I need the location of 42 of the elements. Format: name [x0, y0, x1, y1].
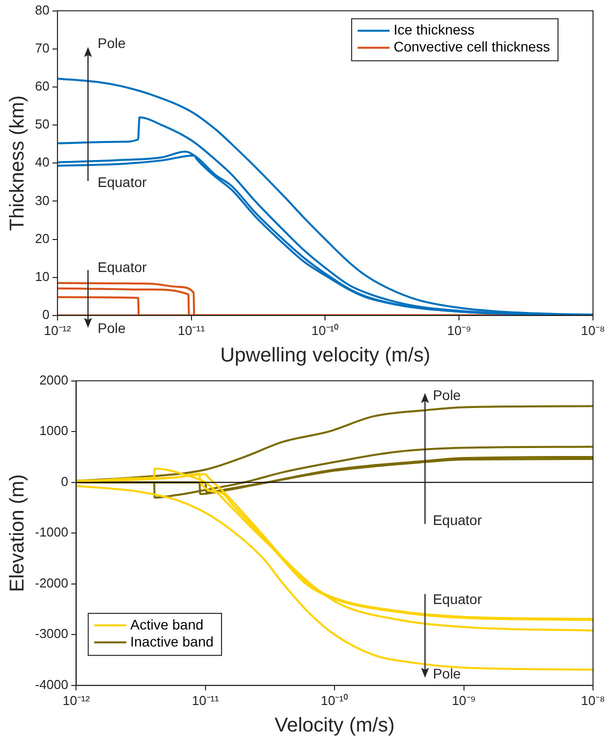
y-tick-label: -1000: [35, 524, 68, 540]
annotation: Pole: [432, 666, 462, 682]
x-tick-label: 10⁻¹⁰: [311, 322, 340, 338]
annotation: Equator: [432, 512, 482, 528]
y-tick-label: 50: [34, 116, 50, 132]
y-tick-label: 0: [42, 306, 50, 322]
y-tick-label: 70: [34, 40, 50, 56]
annotation: Pole: [98, 35, 126, 52]
x-axis-title: Upwelling velocity (m/s): [220, 344, 430, 367]
legend-label: Convective cell thickness: [394, 38, 550, 55]
annotation: Equator: [98, 259, 147, 276]
text: Pole: [98, 320, 126, 336]
y-tick-label: -2000: [35, 575, 68, 590]
y-tick-label: 40: [34, 154, 50, 170]
legend-label: Inactive band: [130, 633, 214, 650]
legend-label: Active band: [130, 616, 204, 632]
y-tick-label: -3000: [35, 626, 68, 642]
x-tick-label: 10⁻⁸: [581, 692, 606, 708]
y-tick-label: -4000: [35, 676, 68, 692]
y-tick-label: 10: [34, 268, 50, 284]
y-tick-label: 80: [34, 2, 50, 18]
x-axis-title: Velocity (m/s): [274, 714, 395, 737]
y-tick-label: 2000: [39, 372, 68, 388]
y-tick-label: 60: [34, 78, 50, 94]
y-tick-label: 1000: [39, 423, 68, 438]
x-tick-label: 10⁻¹¹: [178, 322, 206, 338]
x-tick-label: 10⁻⁹: [452, 692, 476, 708]
y-tick-label: 0: [61, 474, 68, 489]
y-axis-title: Thickness (km): [6, 95, 29, 231]
x-tick-label: 10⁻⁹: [447, 322, 472, 338]
annotation: Equator: [98, 174, 147, 190]
annotation: Pole: [432, 386, 462, 403]
y-axis-title: Elevation (m): [6, 474, 29, 592]
x-tick-label: 10⁻¹¹: [192, 692, 220, 708]
x-tick-label: 10⁻¹²: [62, 692, 90, 708]
legend-label: Ice thickness: [394, 22, 475, 38]
y-tick-label: 20: [34, 230, 50, 246]
x-tick-label: 10⁻⁸: [581, 322, 606, 338]
x-tick-label: 10⁻¹²: [44, 322, 72, 338]
annotation: Equator: [432, 590, 482, 607]
y-tick-label: 30: [34, 192, 50, 208]
x-tick-label: 10⁻¹⁰: [320, 692, 349, 708]
